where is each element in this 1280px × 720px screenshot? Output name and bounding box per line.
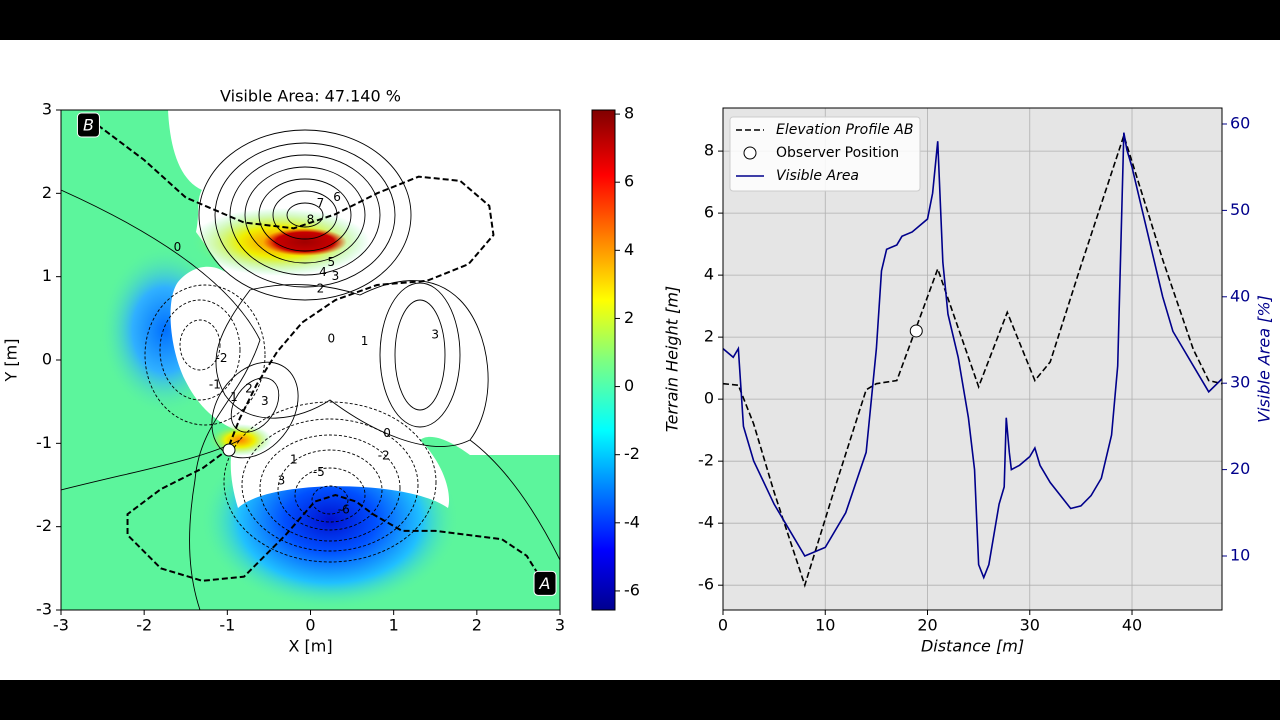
y2-tick-label: 50: [1230, 200, 1250, 219]
y2-tick-label: 60: [1230, 113, 1250, 132]
y-tick-label: -2: [36, 516, 52, 535]
colorbar-tick-label: 4: [624, 240, 634, 259]
contour-label: 7: [317, 196, 325, 210]
y-axis-label: Y [m]: [2, 339, 21, 383]
point-label: A: [539, 574, 551, 593]
y-tick-label: 0: [704, 389, 714, 408]
contour-label: 8: [307, 213, 315, 227]
y-tick-label: -1: [36, 433, 52, 452]
plot-background: [723, 108, 1222, 610]
colorbar-tick-label: 2: [624, 308, 634, 327]
y2-tick-label: 30: [1230, 373, 1250, 392]
legend-label: Observer Position: [776, 145, 899, 161]
point-label-box: [533, 570, 557, 596]
point-label-box: [76, 112, 100, 138]
y2-tick-label: 10: [1230, 545, 1250, 564]
contour-label: -2: [378, 448, 390, 462]
chart-title: Visible Area: 47.140 %: [220, 87, 401, 106]
contour-label: 6: [333, 190, 341, 204]
y2-tick-label: 40: [1230, 286, 1250, 305]
y2-axis-label: Visible Area [%]: [1255, 295, 1274, 423]
axes-frame: [722, 107, 1223, 611]
contour-label: 3: [261, 394, 269, 408]
colorbar-tick-label: -2: [624, 444, 640, 463]
x-tick-label: -1: [219, 616, 235, 635]
contour-label: 4: [319, 265, 327, 279]
colorbar-tick-label: 8: [624, 104, 634, 123]
y-tick-label: 3: [42, 100, 52, 119]
contour-label: 2: [317, 282, 325, 296]
contour-label: -1: [209, 378, 221, 392]
x-tick-label: 0: [718, 616, 728, 635]
contour-label: 5: [327, 255, 335, 269]
y-tick-label: -2: [698, 451, 714, 470]
profile-path: [93, 121, 549, 590]
contour-label: 0: [174, 240, 182, 254]
x-tick-label: 2: [472, 616, 482, 635]
contour-label: 0: [327, 332, 335, 346]
point-label: B: [83, 116, 94, 135]
x-axis-label: Distance [m]: [921, 637, 1024, 656]
x-tick-label: 30: [1020, 616, 1040, 635]
colorbar-tick-label: -6: [624, 580, 640, 599]
letterbox-bottom: [0, 680, 1280, 720]
y-tick-label: -4: [698, 513, 714, 532]
observer: [222, 443, 236, 457]
series-line: [722, 132, 1223, 580]
contour-label: 0: [383, 426, 391, 440]
contour-label: 2: [245, 382, 253, 396]
contour-label: 3: [332, 269, 340, 283]
x-tick-label: 40: [1122, 616, 1142, 635]
y-tick-label: 0: [42, 350, 52, 369]
colorbar-tick-label: 6: [624, 172, 634, 191]
contour-label: -5: [313, 465, 325, 479]
y-axis-label: Terrain Height [m]: [663, 286, 682, 432]
contour-label: -6: [338, 503, 350, 517]
y-tick-label: 2: [704, 327, 714, 346]
blob: [263, 228, 347, 256]
contour-label: 1: [230, 390, 238, 404]
contour-label: 1: [290, 453, 298, 467]
colorbar: [591, 109, 616, 611]
letterbox-top: [0, 0, 1280, 40]
visibility-map: [61, 110, 560, 610]
contour-label: 3: [431, 328, 439, 342]
contour-label: 1: [361, 334, 369, 348]
x-tick-label: -3: [53, 616, 69, 635]
contour-label: -2: [216, 351, 228, 365]
series-line: [722, 132, 1223, 588]
colorbar-tick-label: 0: [624, 376, 634, 395]
x-tick-label: 3: [555, 616, 565, 635]
y-tick-label: 1: [42, 266, 52, 285]
observer-marker: [909, 324, 923, 338]
y-tick-label: 6: [704, 203, 714, 222]
legend-label: Visible Area: [776, 168, 859, 184]
x-axis-label: X [m]: [288, 637, 332, 656]
y2-tick-label: 20: [1230, 459, 1250, 478]
y-tick-label: -6: [698, 575, 714, 594]
legend-marker: [743, 146, 757, 160]
y-tick-label: 8: [704, 141, 714, 160]
y-tick-label: -3: [36, 600, 52, 619]
x-tick-label: 1: [389, 616, 399, 635]
y-tick-label: 4: [704, 265, 714, 284]
legend-box: [729, 116, 921, 192]
y-tick-label: 2: [42, 183, 52, 202]
contour-label: 3: [278, 473, 286, 487]
x-tick-label: 10: [815, 616, 835, 635]
x-tick-label: 0: [305, 616, 315, 635]
x-tick-label: -2: [136, 616, 152, 635]
legend-label: Elevation Profile AB: [776, 122, 913, 138]
x-tick-label: 20: [917, 616, 937, 635]
colorbar-tick-label: -4: [624, 512, 640, 531]
